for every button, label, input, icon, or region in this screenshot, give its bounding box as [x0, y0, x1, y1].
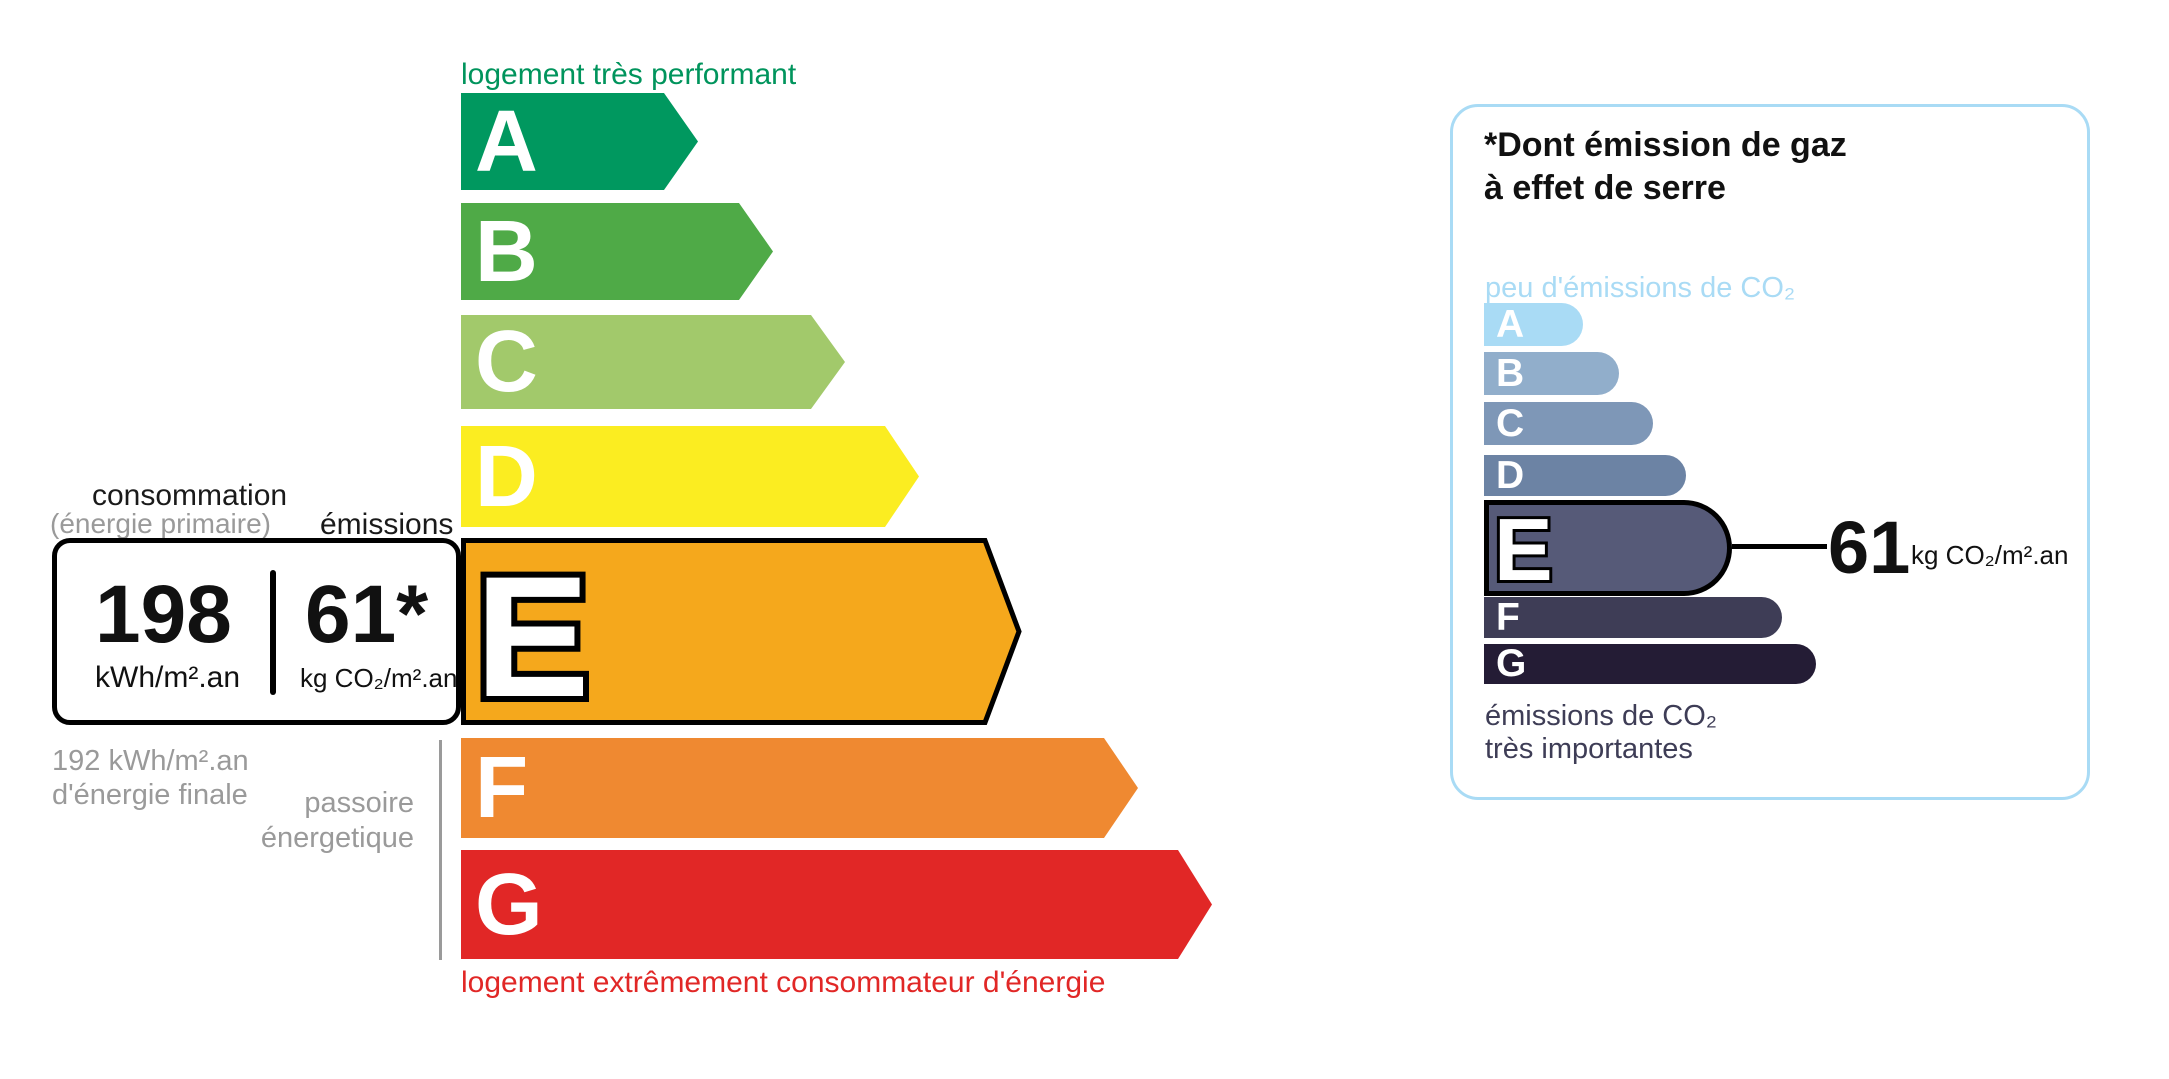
- svg-text:E: E: [475, 541, 590, 725]
- svg-text:E: E: [1494, 500, 1553, 596]
